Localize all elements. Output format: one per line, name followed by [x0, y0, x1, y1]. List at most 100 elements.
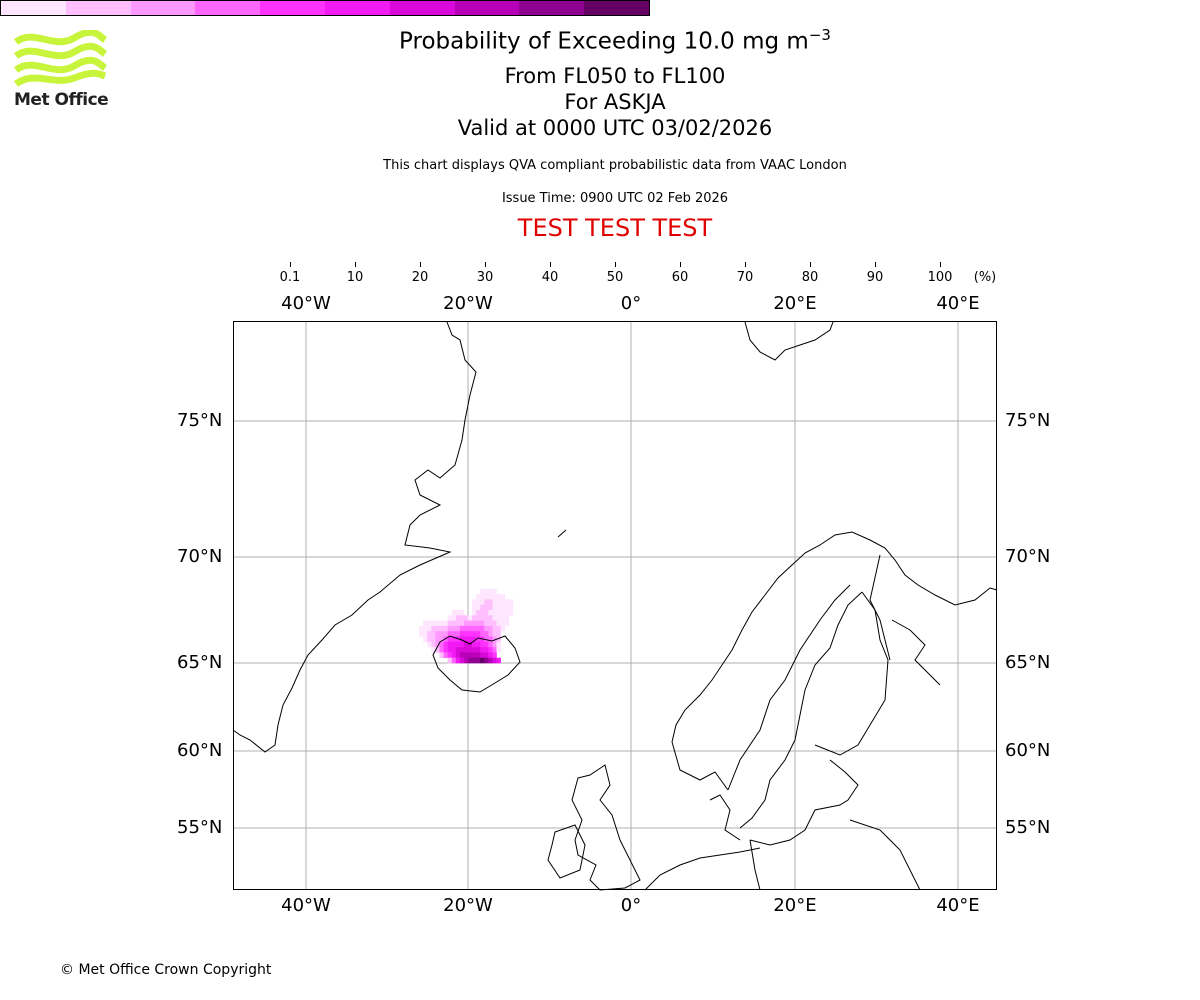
lat-label-right: 60°N [1005, 740, 1051, 761]
plume-cell [500, 625, 505, 632]
plume-cell [451, 641, 457, 648]
plume-cell [504, 599, 510, 605]
plume-cell [443, 652, 448, 658]
plume-cell [476, 625, 481, 632]
plume-cell [451, 625, 457, 632]
plume-cell [488, 647, 493, 653]
colorbar-tick-label: 80 [801, 270, 819, 285]
plume-cell [492, 599, 497, 605]
border-norway-sweden [727, 584, 851, 791]
plume-cell [496, 636, 501, 643]
plume-cell [447, 620, 452, 627]
plume-cell [484, 657, 489, 664]
plume-cell [451, 636, 457, 643]
plume-cell [496, 647, 501, 653]
lon-label-top: 40°E [936, 293, 980, 314]
plume-cell [488, 631, 493, 637]
plume-cell [488, 625, 493, 632]
plume-cell [488, 657, 493, 664]
plume-cell [459, 615, 465, 621]
plume-cell [468, 620, 473, 627]
colorbar-tick-label: 60 [671, 270, 689, 285]
plume-cell [439, 647, 444, 653]
plume-cell [451, 652, 457, 658]
plume-cell [496, 657, 501, 664]
plume-cell [504, 610, 510, 616]
plume-cell [447, 615, 452, 621]
plume-cell [447, 657, 452, 664]
plume-cell [488, 615, 493, 621]
colorbar-segment [584, 1, 649, 15]
map-frame [233, 321, 997, 890]
plume-cell [427, 625, 432, 632]
plume-cell [468, 647, 473, 653]
lat-label-left: 70°N [177, 546, 223, 567]
colorbar-tick-label: 30 [476, 270, 494, 285]
plume-cell [451, 647, 457, 653]
plume-cell [435, 641, 440, 648]
lat-label-left: 65°N [177, 652, 223, 673]
plume-cell [480, 615, 485, 621]
plume-cell [492, 620, 497, 627]
lat-label-right: 70°N [1005, 546, 1051, 567]
plume-cell [488, 604, 493, 611]
plume-cell [447, 636, 452, 643]
colorbar-tick [615, 262, 616, 267]
plume-cell [472, 599, 477, 605]
plume-cell [468, 625, 473, 632]
gridlines [233, 321, 997, 890]
plume-cell [459, 657, 465, 664]
plume-cell [496, 641, 501, 648]
plume-cell [423, 620, 428, 627]
plume-cell [463, 631, 469, 637]
plume-cell [455, 610, 461, 616]
plume-cell [488, 610, 493, 616]
plume-cell [468, 636, 473, 643]
plume-cell [443, 625, 448, 632]
plume-cell [472, 647, 477, 653]
plume-cell [508, 599, 514, 605]
plume-cell [455, 615, 461, 621]
plume-cell [496, 620, 501, 627]
plume-cell [439, 652, 444, 658]
plume-cell [488, 652, 493, 658]
plume-cell [468, 641, 473, 648]
plume-cell [492, 652, 497, 658]
plume-cell [468, 631, 473, 637]
colorbar-tick-label: 20 [411, 270, 429, 285]
plume-cell [463, 625, 469, 632]
plume-cell [480, 625, 485, 632]
plume-cell [459, 641, 465, 648]
plume-cell [476, 594, 481, 600]
plume-cell [463, 657, 469, 664]
plume-cell [447, 652, 452, 658]
coast-svalbard [744, 321, 834, 361]
lat-label-left: 55°N [177, 817, 223, 838]
coast-norway-south [671, 741, 729, 791]
lon-label-bottom: 40°W [281, 895, 331, 916]
plume-cell [455, 636, 461, 643]
plume-cell [431, 625, 436, 632]
plume-cell [484, 625, 489, 632]
colorbar-segment [195, 1, 261, 15]
plume-cell [459, 636, 465, 643]
plume-cell [419, 625, 424, 632]
plume-cell [496, 599, 501, 605]
coast-denmark [709, 794, 741, 841]
coast-white-sea [891, 619, 941, 686]
plume-cell [423, 631, 428, 637]
plume-cell [484, 636, 489, 643]
plume-cell [439, 631, 444, 637]
chart-title: Probability of Exceeding 10.0 mg m−3 [0, 26, 1200, 55]
logo-text: Met Office [14, 90, 109, 110]
plume-cell [488, 636, 493, 643]
lon-label-top: 20°W [443, 293, 493, 314]
lat-label-right: 55°N [1005, 817, 1051, 838]
ash-plume [419, 588, 514, 664]
lat-label-right: 65°N [1005, 652, 1051, 673]
plume-cell [476, 620, 481, 627]
plume-cell [492, 604, 497, 611]
plume-cell [472, 631, 477, 637]
plume-cell [484, 588, 489, 595]
coast-greenland [232, 321, 477, 753]
